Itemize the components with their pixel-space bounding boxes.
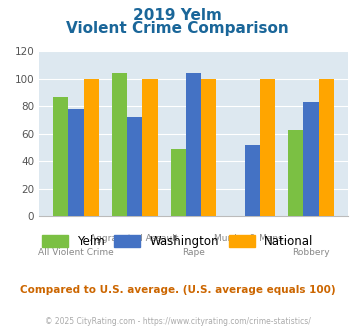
Bar (69, 109, 84, 216)
Bar (142, 79, 158, 216)
Bar (112, 73, 127, 216)
Text: Compared to U.S. average. (U.S. average equals 100): Compared to U.S. average. (U.S. average … (20, 285, 335, 295)
Legend: Yelm, Washington, National: Yelm, Washington, National (37, 231, 318, 253)
Text: © 2025 CityRating.com - https://www.cityrating.com/crime-statistics/: © 2025 CityRating.com - https://www.city… (45, 317, 310, 326)
Text: All Violent Crime: All Violent Crime (38, 248, 114, 257)
Bar (318, 79, 334, 216)
Bar (170, 149, 186, 216)
Text: Aggravated Assault: Aggravated Assault (91, 234, 179, 243)
Bar (201, 79, 217, 216)
Bar (303, 102, 318, 216)
Bar (288, 130, 303, 216)
Text: 2019 Yelm: 2019 Yelm (133, 8, 222, 23)
Bar (127, 117, 142, 216)
Bar (84, 79, 99, 216)
Bar (53, 97, 69, 216)
Bar (245, 145, 260, 216)
Text: Murder & Mans...: Murder & Mans... (213, 234, 291, 243)
Text: Robbery: Robbery (292, 248, 330, 257)
Bar (260, 79, 275, 216)
Text: Violent Crime Comparison: Violent Crime Comparison (66, 21, 289, 36)
Bar (186, 73, 201, 216)
Text: Rape: Rape (182, 248, 205, 257)
